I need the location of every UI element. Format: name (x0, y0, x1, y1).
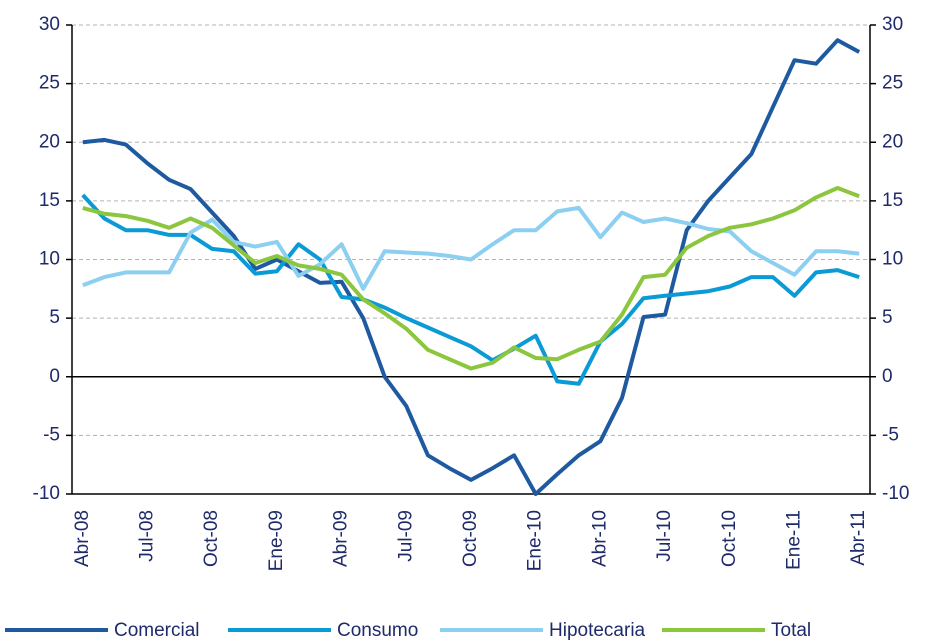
y2-tick-label: 20 (882, 131, 903, 152)
y-tick-label: 30 (39, 14, 60, 35)
legend-label: Hipotecaria (549, 620, 646, 641)
x-tick-label: Abr-11 (848, 510, 869, 566)
y-tick-label: 10 (39, 249, 60, 270)
y2-tick-label: 25 (882, 73, 903, 94)
legend-label: Total (771, 620, 811, 641)
y-tick-label: 15 (39, 190, 60, 211)
x-tick-label: Ene-10 (525, 510, 546, 571)
x-tick-label: Oct-10 (719, 510, 740, 567)
y2-tick-label: 5 (882, 307, 893, 328)
legend-label: Comercial (114, 620, 200, 641)
x-tick-label: Abr-10 (589, 510, 610, 567)
y2-tick-label: -10 (882, 483, 909, 504)
y-tick-label: 25 (39, 73, 60, 94)
y-tick-label: 0 (49, 366, 60, 387)
legend-label: Consumo (337, 620, 418, 641)
y-tick-label: -10 (33, 483, 60, 504)
x-tick-label: Ene-11 (784, 510, 805, 570)
y2-tick-label: 0 (882, 366, 893, 387)
x-tick-label: Abr-08 (72, 510, 93, 567)
y-tick-label: 5 (49, 307, 60, 328)
series-line (82, 205, 860, 291)
y-tick-label: -5 (43, 424, 60, 445)
x-tick-label: Abr-09 (331, 510, 352, 567)
y-tick-label: 20 (39, 131, 60, 152)
y2-tick-label: 30 (882, 14, 903, 35)
x-tick-label: Oct-09 (460, 510, 481, 567)
y2-tick-label: 10 (882, 249, 903, 270)
x-tick-label: Ene-09 (266, 510, 287, 571)
x-tick-label: Jul-08 (137, 510, 158, 562)
series-line (81, 193, 860, 386)
x-tick-label: Oct-08 (201, 510, 222, 567)
series-line (82, 186, 860, 371)
y2-tick-label: -5 (882, 424, 899, 445)
x-tick-label: Jul-10 (654, 510, 675, 562)
series-line (82, 38, 861, 496)
x-tick-label: Jul-09 (395, 510, 416, 562)
y2-tick-label: 15 (882, 190, 903, 211)
